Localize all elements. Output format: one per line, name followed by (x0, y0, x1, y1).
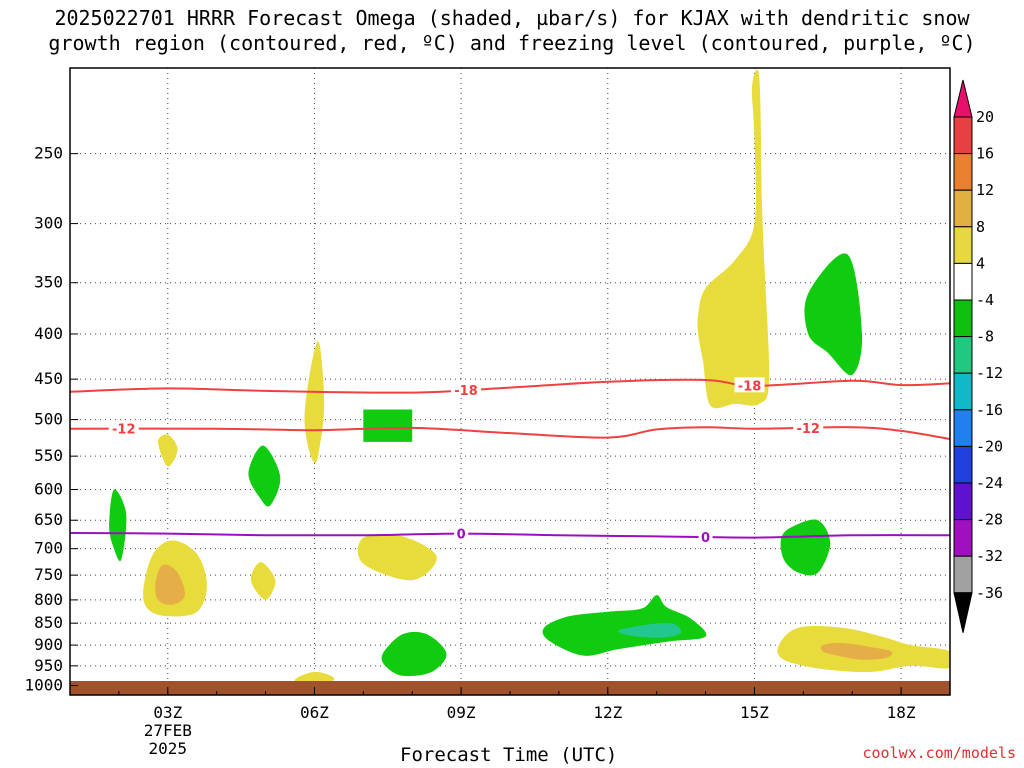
chart-title: 2025022701 HRRR Forecast Omega (shaded, … (0, 6, 1024, 56)
colorbar-label: 20 (976, 108, 994, 126)
y-tick-label-700: 700 (34, 539, 63, 558)
y-tick-label-600: 600 (34, 480, 63, 499)
contour-label--12: -12 (112, 423, 136, 438)
y-tick-label-800: 800 (34, 590, 63, 609)
y-tick-label-950: 950 (34, 656, 63, 675)
y-tick-label-750: 750 (34, 565, 63, 584)
colorbar-segment (953, 299, 973, 338)
colorbar-label: -8 (976, 328, 994, 346)
y-tick-label-400: 400 (34, 324, 63, 343)
colorbar: 20 16 12 8 4 -4 -8 -12 -16 -20 -24 -28 -32 -36 (953, 79, 1003, 633)
colorbar-segment (953, 409, 973, 447)
x-tick-label-18Z: 18Z (887, 703, 916, 722)
y-tick-label-650: 650 (34, 510, 63, 529)
omega-region-yellow-1 (304, 341, 325, 464)
omega-region-orange-9 (820, 642, 893, 660)
contour-label-0: 0 (701, 531, 710, 546)
y-tick-label-850: 850 (34, 613, 63, 632)
y-tick-label-300: 300 (34, 214, 63, 233)
omega-region-green-14 (381, 631, 447, 677)
contour-label-0: 0 (457, 528, 466, 543)
colorbar-label: 16 (976, 145, 994, 163)
omega-region-yellow-2 (158, 434, 178, 467)
omega-region-teal-17 (617, 622, 682, 638)
omega-region-green-15 (780, 519, 831, 576)
contour-label-bg (454, 525, 469, 541)
omega-region-yellow-0 (697, 69, 770, 409)
omega-region-green-13 (363, 409, 413, 442)
contour-label--18: -18 (454, 384, 478, 399)
x-tick-year-label: 2025 (149, 739, 188, 758)
y-tick-label-250: 250 (34, 144, 63, 163)
x-axis-title: Forecast Time (UTC) (400, 744, 618, 766)
contour-label-bg (698, 528, 713, 544)
contour-label-bg (793, 419, 824, 435)
omega-region-yellow-5 (250, 562, 276, 600)
omega-region-green-11 (109, 489, 127, 562)
chart-title-line1: 2025022701 HRRR Forecast Omega (shaded, … (54, 6, 970, 30)
colorbar-label: -28 (976, 511, 1003, 529)
colorbar-segment (953, 226, 973, 264)
contour-line--12 (70, 426, 950, 440)
colorbar-label: -32 (976, 547, 1003, 565)
omega-region-yellow-6 (357, 534, 437, 581)
colorbar-label: 12 (976, 181, 994, 199)
contour-label--12: -12 (796, 422, 820, 437)
y-tick-label-450: 450 (34, 369, 63, 388)
colorbar-label: -24 (976, 474, 1003, 492)
colorbar-label: 8 (976, 218, 985, 236)
colorbar-label: -16 (976, 401, 1003, 419)
colorbar-top-triangle (953, 79, 973, 118)
y-tick-label-550: 550 (34, 446, 63, 465)
contour-label--18: -18 (738, 379, 762, 394)
x-tick-label-09Z: 09Z (447, 703, 476, 722)
plot-background (70, 68, 950, 695)
axes: 250 300 350 400 450 500 550 600 650 700 750 800 850 9… (24, 144, 951, 758)
grid (70, 68, 950, 695)
contour-line-0 (70, 532, 950, 539)
y-tick-label-900: 900 (34, 635, 63, 654)
contour-label-bg (108, 420, 139, 436)
colorbar-label: -12 (976, 364, 1003, 382)
colorbar-label: -4 (976, 291, 994, 309)
omega-region-green-16 (542, 595, 707, 656)
x-tick-label-12Z: 12Z (593, 703, 622, 722)
x-tick-label-06Z: 06Z (300, 703, 329, 722)
colorbar-label: -36 (976, 584, 1003, 602)
colorbar-segment (953, 519, 973, 557)
chart-title-line2: growth region (contoured, red, ºC) and f… (48, 31, 976, 55)
colorbar-segment (953, 482, 973, 521)
colorbar-label: -20 (976, 437, 1003, 455)
colorbar-segment (953, 336, 973, 374)
x-tick-label-15Z: 15Z (740, 703, 769, 722)
terrain-bar (70, 681, 950, 695)
omega-shading (109, 69, 950, 687)
contour-label-bg (451, 381, 481, 397)
colorbar-bottom-triangle (953, 592, 973, 633)
colorbar-segment (953, 555, 973, 594)
contour-line--18 (70, 378, 950, 394)
y-tick-label-1000: 1000 (24, 676, 63, 695)
colorbar-segment (953, 153, 973, 191)
colorbar-segment (953, 262, 973, 301)
y-tick-label-350: 350 (34, 273, 63, 292)
x-tick-date-label: 27FEB (144, 721, 192, 740)
colorbar-segment (953, 189, 973, 228)
watermark-link[interactable]: coolwx.com/models (862, 744, 1016, 762)
colorbar-segment (953, 116, 973, 155)
contour-label-bg (734, 377, 765, 393)
omega-region-green-10 (804, 253, 863, 376)
y-tick-label-500: 500 (34, 410, 63, 429)
contours: -18 -18 -12 -12 0 0 (70, 377, 950, 546)
omega-region-orange-4 (155, 564, 185, 605)
colorbar-segment (953, 445, 973, 484)
colorbar-segment (953, 372, 973, 411)
colorbar-label: 4 (976, 254, 985, 272)
x-tick-label-03Z: 03Z (153, 703, 182, 722)
omega-region-green-12 (248, 445, 281, 507)
